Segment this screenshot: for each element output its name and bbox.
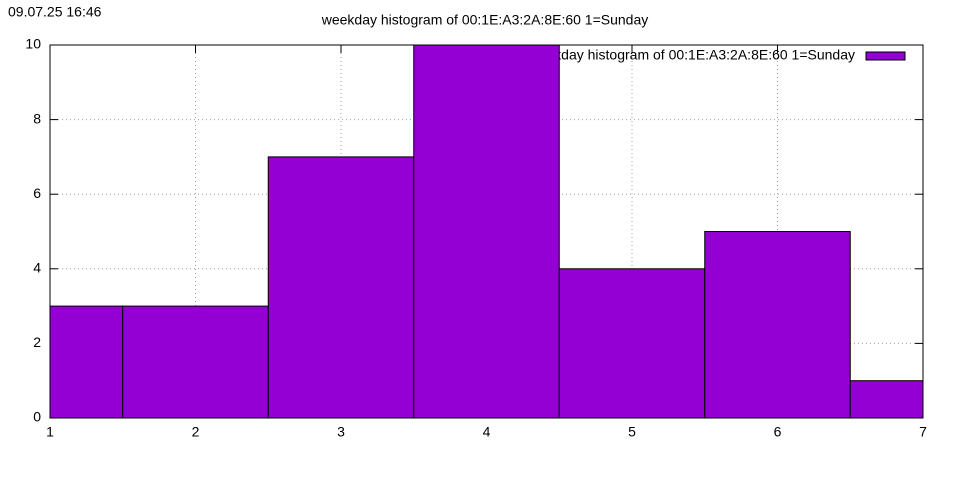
timestamp: 09.07.25 16:46 (8, 4, 102, 20)
bar (267, 156, 415, 418)
chart-title: weekday histogram of 00:1E:A3:2A:8E:60 1… (321, 12, 649, 28)
y-tick-label: 2 (33, 334, 41, 350)
bar (413, 45, 560, 418)
bar (704, 231, 851, 418)
bar (122, 305, 269, 418)
y-tick-label: 6 (33, 185, 41, 201)
legend-label: weekday histogram of 00:1E:A3:2A:8E:60 1… (528, 47, 856, 63)
bar (558, 268, 706, 418)
x-tick-label: 6 (774, 424, 782, 440)
x-tick-label: 1 (46, 424, 54, 440)
plot-area (50, 45, 923, 418)
legend-swatch (865, 51, 906, 61)
plot-border (49, 44, 924, 419)
x-tick-label: 3 (337, 424, 345, 440)
y-tick-label: 8 (33, 110, 41, 126)
y-tick-label: 0 (33, 409, 41, 425)
x-tick-label: 5 (628, 424, 636, 440)
bar (849, 380, 923, 418)
x-tick-label: 2 (192, 424, 200, 440)
y-tick-label: 4 (33, 260, 41, 276)
x-tick-label: 4 (483, 424, 491, 440)
bar (50, 305, 124, 418)
x-tick-label: 7 (919, 424, 927, 440)
y-tick-label: 10 (25, 36, 41, 52)
